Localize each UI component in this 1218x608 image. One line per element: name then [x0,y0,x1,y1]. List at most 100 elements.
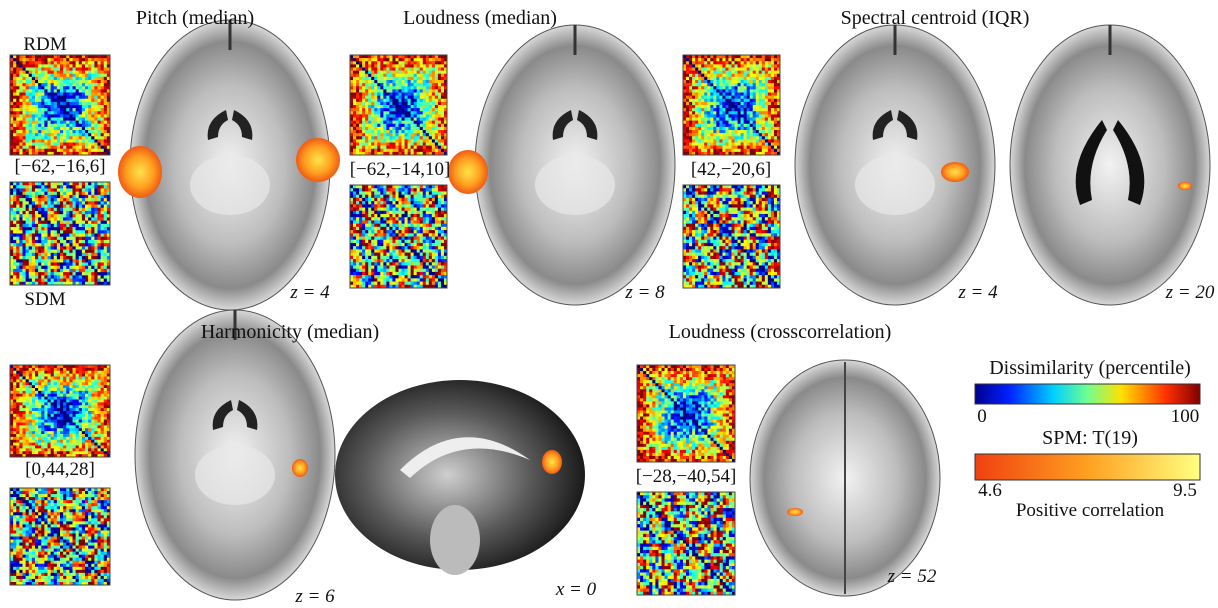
matrix-cell [53,243,58,247]
matrix-cell [38,217,42,221]
matrix-cell [761,64,766,68]
matrix-cell [106,86,111,90]
matrix-cell [422,80,427,84]
matrix-cell [10,233,14,238]
matrix-cell [404,249,408,253]
matrix-cell [710,55,714,59]
matrix-cell [386,242,390,247]
matrix-cell [25,120,30,125]
matrix-cell [725,136,729,140]
matrix-cell [425,210,430,215]
matrix-cell [10,188,14,192]
matrix-cell [410,284,414,289]
matrix-cell [389,220,393,224]
matrix-cell [19,275,23,279]
matrix-cell [389,271,393,276]
matrix-cell [710,92,714,96]
matrix-cell [404,70,408,75]
matrix-cell [35,194,39,199]
matrix-cell [425,204,430,208]
matrix-cell [22,230,26,234]
matrix-cell [362,188,366,192]
matrix-cell [365,86,369,90]
matrix-cell [19,111,23,115]
matrix-cell [380,236,384,241]
matrix-cell [350,120,354,125]
matrix-cell [365,188,369,192]
matrix-cell [28,198,33,202]
matrix-cell [773,98,778,103]
matrix-cell [374,275,378,279]
matrix-cell [356,83,360,87]
matrix-cell [362,194,366,199]
matrix-cell [437,64,442,68]
matrix-cell [97,204,101,209]
matrix-cell [19,55,23,59]
matrix-cell [392,148,396,153]
matrix-cell [81,227,86,231]
matrix-cell [66,76,70,81]
matrix-cell [91,61,95,65]
matrix-cell [419,197,424,202]
matrix-cell [401,268,405,273]
matrix-cell [383,76,387,81]
matrix-cell [749,120,754,125]
matrix-cell [365,201,369,205]
matrix-cell [69,145,73,150]
matrix-cell [69,126,73,131]
matrix-cell [10,123,14,128]
matrix-cell [25,207,30,212]
matrix-cell [389,207,393,212]
matrix-cell [85,230,89,234]
matrix-cell [35,98,39,103]
matrix-cell [25,105,30,109]
matrix-cell [41,268,45,273]
matrix-cell [734,108,738,112]
matrix-cell [383,117,387,121]
matrix-cell [407,139,411,143]
matrix-cell [713,120,717,125]
matrix-cell [734,114,738,118]
matrix-cell [88,92,92,96]
matrix-cell [88,130,92,134]
matrix-cell [683,123,687,128]
matrix-cell [78,204,83,209]
matrix-cell [78,243,83,247]
matrix-cell [371,145,375,150]
matrix-cell [428,108,433,112]
matrix-cell [359,108,363,112]
matrix-cell [28,133,33,137]
matrix-cell [395,185,399,189]
matrix-cell [707,64,711,68]
matrix-cell [728,136,732,140]
matrix-cell [737,133,741,137]
matrix-cell [81,95,86,100]
matrix-cell [707,92,711,96]
matrix-cell [350,220,354,224]
matrix-cell [103,130,108,134]
matrix-cell [94,108,98,112]
matrix-cell [53,55,58,59]
matrix-cell [38,230,42,234]
matrix-cell [25,67,30,71]
matrix-cell [25,61,30,65]
matrix-cell [10,55,14,59]
matrix-cell [368,242,372,247]
matrix-cell [28,272,33,276]
matrix-cell [50,249,55,254]
matrix-cell [773,89,778,93]
matrix-cell [437,111,442,115]
matrix-cell [407,207,411,212]
matrix-cell [383,64,387,68]
matrix-cell [692,120,696,125]
matrix-cell [25,227,30,231]
matrix-cell [740,64,744,68]
matrix-cell [389,217,393,221]
matrix-cell [422,220,427,224]
matrix-cell [13,198,17,202]
matrix-cell [416,284,421,289]
matrix-cell [75,210,80,215]
matrix-cell [91,64,95,68]
matrix-cell [437,136,442,140]
matrix-cell [701,117,705,121]
